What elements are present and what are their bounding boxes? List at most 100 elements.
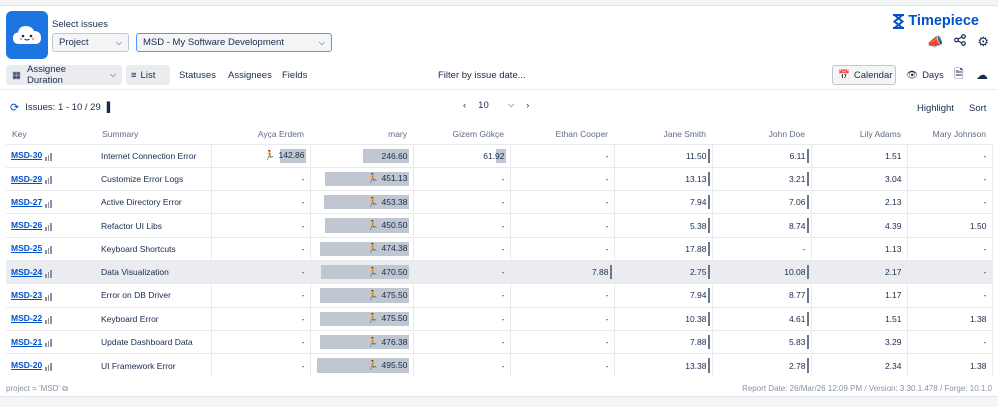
bar-chart-icon[interactable]	[45, 151, 53, 162]
share-icon[interactable]	[954, 34, 967, 50]
bar-chart-icon[interactable]	[45, 268, 53, 278]
report-info: Report Date: 26/Mar/26 12:09 PM / Versio…	[742, 384, 992, 393]
bar-chart-icon[interactable]	[45, 291, 53, 301]
table-row[interactable]: MSD-22 Keyboard Error - 🏃 475.50- -10.38 4.61 1…	[6, 306, 993, 331]
duration-cell: -	[211, 236, 311, 261]
duration-value: 2.13	[884, 197, 902, 208]
bar-chart-icon[interactable]	[45, 198, 53, 208]
column-header[interactable]: Summary	[102, 128, 139, 139]
column-header[interactable]: John Doe	[768, 128, 805, 139]
issue-key-link[interactable]: MSD-20	[11, 360, 43, 371]
table-row[interactable]: MSD-20 UI Framework Error - 🏃 495.50- -13.38 2…	[6, 353, 993, 377]
duration-value: -	[301, 313, 305, 324]
duration-value: 476.38	[381, 336, 408, 347]
refresh-icon[interactable]: ⟳	[10, 102, 20, 114]
column-header[interactable]: Key	[12, 128, 27, 139]
issue-key-link[interactable]: MSD-26	[11, 220, 43, 231]
sort-button[interactable]: Sort	[969, 103, 987, 114]
duration-bar	[708, 358, 710, 373]
issue-key-link[interactable]: MSD-21	[11, 336, 43, 347]
duration-value: 451.13	[381, 173, 408, 184]
issue-summary: Keyboard Shortcuts	[96, 236, 212, 261]
duration-bar	[708, 334, 710, 350]
megaphone-icon[interactable]: 📣	[927, 34, 944, 49]
days-toggle[interactable]: 👁 Days	[906, 65, 944, 85]
duration-bar	[320, 334, 409, 350]
duration-cell: 🏃 474.38	[310, 236, 414, 261]
column-header[interactable]: Ethan Cooper	[555, 128, 608, 139]
table-row[interactable]: MSD-24 Data Visualization - 🏃 470.50-7.88 2.7…	[6, 259, 993, 284]
page-size-select[interactable]: 10 ⌵	[478, 100, 514, 111]
duration-value: 8.74	[788, 220, 806, 231]
bar-chart-icon[interactable]	[45, 221, 53, 231]
issue-key-link[interactable]: MSD-29	[11, 173, 43, 184]
column-header[interactable]: Ayça Erdem	[257, 128, 304, 139]
chevron-down-icon: ⌵	[318, 37, 325, 47]
project-value-select[interactable]: MSD - My Software Development ⌵	[136, 33, 332, 52]
page-size-value: 10	[478, 100, 489, 111]
assignees-tab[interactable]: Assignees	[228, 69, 272, 81]
list-button[interactable]: ≡ List	[126, 65, 170, 85]
duration-cell: 5.38	[614, 213, 713, 238]
duration-cell: 2.13	[811, 190, 908, 214]
bar-chart-icon[interactable]	[45, 361, 53, 371]
duration-cell: -	[211, 353, 311, 377]
issue-key-link[interactable]: MSD-25	[11, 243, 43, 254]
column-header[interactable]: Lily Adams	[859, 128, 901, 139]
duration-bar	[320, 311, 409, 326]
duration-value: 61.92	[483, 150, 505, 161]
project-select[interactable]: Project ⌵	[52, 33, 129, 52]
duration-cell: -	[907, 259, 993, 284]
table-row[interactable]: MSD-23 Error on DB Driver - 🏃 475.50- -7.94 8.…	[6, 283, 993, 308]
table-row[interactable]: MSD-26 Refactor UI Libs - 🏃 450.50- -5.38 8.74…	[6, 213, 993, 238]
highlight-button[interactable]: Highlight	[917, 103, 954, 114]
statuses-tab[interactable]: Statuses	[179, 69, 216, 81]
bar-chart-icon[interactable]	[45, 337, 53, 348]
filter-by-date[interactable]: Filter by issue date...	[438, 69, 526, 81]
table-row[interactable]: MSD-30 Internet Connection Error 🏃 142.86 24…	[6, 143, 993, 168]
column-header[interactable]: Gizem Gökçe	[452, 128, 505, 139]
bar-chart-icon[interactable]: ▌	[106, 102, 114, 113]
issue-key-link[interactable]: MSD-24	[11, 266, 43, 277]
table-row[interactable]: MSD-25 Keyboard Shortcuts - 🏃 474.38- -17.88-…	[6, 236, 993, 261]
table-header-row: Key Summary Ayça Erdem mary Gizem Gökçe …	[6, 124, 992, 144]
eye-icon: 👁	[906, 69, 919, 81]
bar-chart-icon[interactable]	[45, 174, 53, 185]
issue-key-link[interactable]: MSD-22	[11, 313, 43, 324]
calendar-button[interactable]: 📅 Calendar	[832, 65, 896, 85]
duration-value: 10.08	[784, 267, 806, 278]
column-header[interactable]: Jane Smith	[663, 128, 706, 139]
duration-value: 10.38	[685, 313, 707, 324]
table-row[interactable]: MSD-21 Update Dashboard Data - 🏃 476.38- -7.8…	[6, 329, 993, 354]
fields-tab[interactable]: Fields	[282, 69, 308, 81]
issue-key-link[interactable]: MSD-23	[11, 290, 43, 301]
running-icon: 🏃	[367, 196, 379, 207]
external-link-icon[interactable]: ⧉	[62, 384, 68, 393]
gear-icon[interactable]: ⚙	[977, 34, 989, 49]
duration-cell: -	[211, 283, 311, 308]
bar-chart-icon[interactable]	[45, 314, 53, 325]
duration-value: -	[501, 337, 505, 348]
duration-value: -	[802, 243, 806, 254]
assignee-duration-dropdown[interactable]: ▦ Assignee Duration ⌵	[6, 64, 122, 86]
duration-value: -	[501, 313, 505, 324]
issue-summary: Refactor UI Libs	[96, 213, 212, 238]
duration-value: 3.04	[884, 173, 902, 184]
export-icon[interactable]: 🗎	[954, 66, 964, 81]
duration-value: 1.13	[884, 243, 902, 254]
duration-cell: 1.38	[907, 353, 993, 377]
duration-cell: 8.74	[712, 213, 812, 238]
prev-page-icon[interactable]: ‹	[463, 100, 467, 111]
issue-key-link[interactable]: MSD-27	[11, 196, 43, 207]
column-header[interactable]: mary	[388, 128, 407, 139]
table-row[interactable]: MSD-27 Active Directory Error - 🏃 453.38- -7.…	[6, 190, 993, 214]
cloud-download-icon[interactable]: ☁	[976, 68, 988, 82]
project-select-value: Project	[59, 37, 89, 48]
issue-key-link[interactable]: MSD-30	[11, 150, 43, 161]
duration-cell: 🏃 450.50	[310, 213, 414, 238]
bar-chart-icon[interactable]	[45, 244, 53, 255]
table-row[interactable]: MSD-29 Customize Error Logs - 🏃 451.13- -13.1…	[6, 166, 993, 191]
next-page-icon[interactable]: ›	[526, 100, 530, 111]
column-header[interactable]: Mary Johnson	[932, 128, 986, 139]
duration-value: -	[501, 267, 505, 278]
